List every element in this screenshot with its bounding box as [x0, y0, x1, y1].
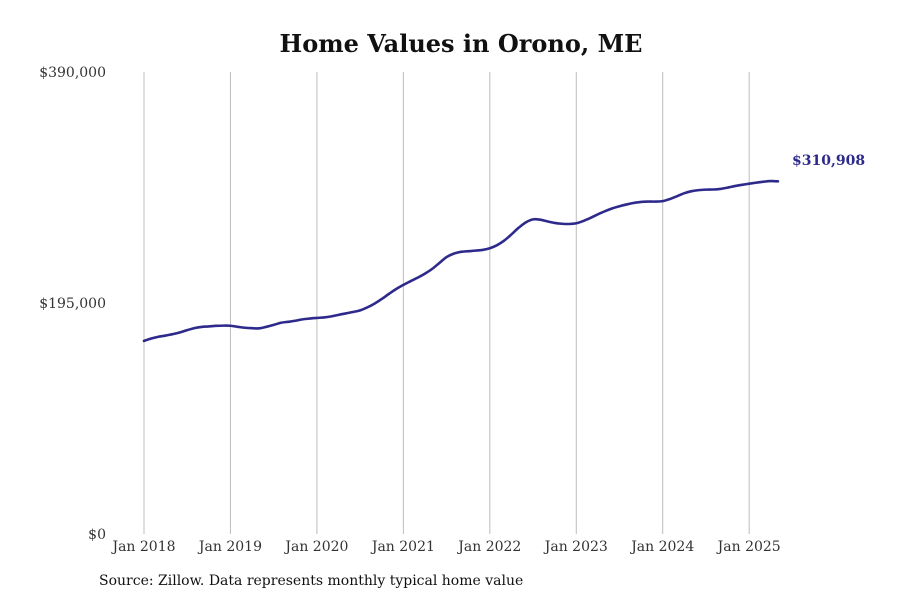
x-tick-label: Jan 2020	[283, 539, 348, 555]
chart-title: Home Values in Orono, ME	[280, 29, 643, 58]
y-tick-label: $195,000	[39, 296, 106, 312]
x-tick-label: Jan 2019	[197, 539, 262, 555]
x-tick-label: Jan 2021	[370, 539, 435, 555]
x-tick-label: Jan 2018	[110, 539, 175, 555]
y-tick-label: $0	[88, 527, 106, 543]
y-tick-label: $390,000	[39, 65, 106, 81]
x-tick-label: Jan 2024	[629, 539, 694, 555]
grid-lines	[143, 72, 750, 534]
x-tick-label: Jan 2022	[456, 539, 521, 555]
x-tick-label: Jan 2023	[543, 539, 608, 555]
x-tick-label: Jan 2025	[716, 539, 781, 555]
y-axis-tick-labels: $0 $195,000 $390,000	[39, 65, 106, 543]
last-value-label: $310,908	[792, 153, 865, 169]
series-line-0	[142, 179, 780, 343]
source-note: Source: Zillow. Data represents monthly …	[99, 573, 524, 589]
series-layer	[142, 179, 780, 343]
x-axis-tick-labels: Jan 2018 Jan 2019 Jan 2020 Jan 2021 Jan 2022…	[110, 539, 780, 555]
